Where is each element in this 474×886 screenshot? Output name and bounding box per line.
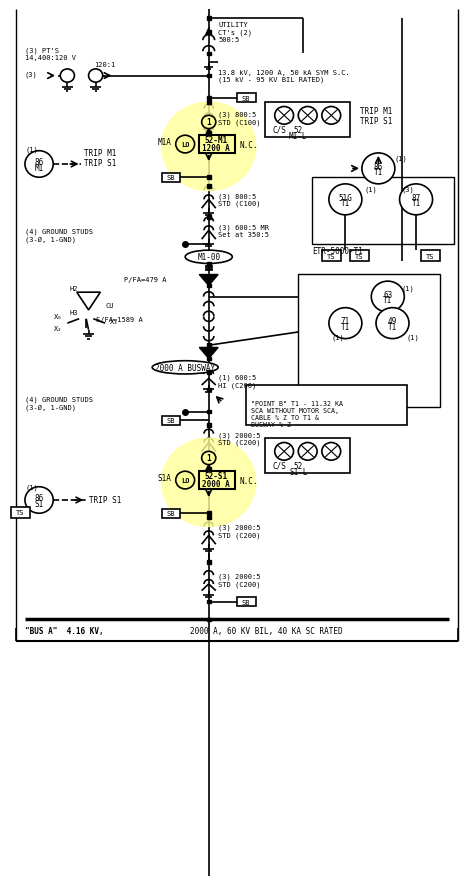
Text: M1: M1 <box>35 163 44 173</box>
Text: S/FA=1589 A: S/FA=1589 A <box>96 316 142 323</box>
Text: 1: 1 <box>206 454 211 463</box>
Text: 63: 63 <box>383 291 392 299</box>
Text: 87: 87 <box>411 193 421 202</box>
Bar <box>207 370 210 374</box>
Bar <box>207 262 210 266</box>
Text: TRIP S1: TRIP S1 <box>89 496 121 505</box>
Text: H3: H3 <box>70 310 78 315</box>
Circle shape <box>176 471 195 489</box>
Text: (1): (1) <box>331 334 344 340</box>
Bar <box>207 618 210 621</box>
Text: S1-L: S1-L <box>289 467 308 476</box>
Text: T1: T1 <box>341 198 350 207</box>
Text: N.C.: N.C. <box>239 140 258 150</box>
Circle shape <box>329 308 362 339</box>
Circle shape <box>376 308 409 339</box>
Text: (3) 2000:5
STD (C200): (3) 2000:5 STD (C200) <box>218 573 261 587</box>
Text: T1: T1 <box>383 296 392 305</box>
Text: 120:1: 120:1 <box>94 62 116 68</box>
Text: 52: 52 <box>293 126 303 135</box>
Text: 86: 86 <box>35 158 44 167</box>
Bar <box>207 185 210 189</box>
Text: (1): (1) <box>407 334 419 340</box>
Text: SB: SB <box>242 599 250 605</box>
Text: C/S: C/S <box>273 126 286 135</box>
Text: 1200 A: 1200 A <box>202 144 230 152</box>
Circle shape <box>201 452 216 465</box>
Circle shape <box>322 443 341 461</box>
Circle shape <box>400 184 433 215</box>
Bar <box>207 18 210 20</box>
Bar <box>207 52 210 56</box>
Circle shape <box>162 439 256 527</box>
Text: M1-00: M1-00 <box>197 253 220 262</box>
Bar <box>207 561 210 564</box>
Text: TS: TS <box>327 253 336 260</box>
Text: (3): (3) <box>402 186 415 192</box>
Text: TRIP M1
TRIP S1: TRIP M1 TRIP S1 <box>359 106 392 126</box>
Text: P/FA=479 A: P/FA=479 A <box>124 276 166 283</box>
Circle shape <box>60 70 74 83</box>
Text: ETR-5000-T1: ETR-5000-T1 <box>312 246 363 255</box>
Circle shape <box>176 136 195 154</box>
Text: 52-S1: 52-S1 <box>204 471 228 480</box>
Bar <box>11 507 30 518</box>
Text: 2000 A, 60 KV BIL, 40 KA SC RATED: 2000 A, 60 KV BIL, 40 KA SC RATED <box>190 626 343 635</box>
Text: (1): (1) <box>364 186 377 192</box>
Text: X₂: X₂ <box>54 325 63 331</box>
Bar <box>207 30 210 34</box>
Text: (1): (1) <box>402 285 415 291</box>
Text: T1: T1 <box>411 198 421 207</box>
Text: X₀: X₀ <box>54 315 63 320</box>
Bar <box>207 74 210 78</box>
Circle shape <box>275 107 293 125</box>
Text: C/S: C/S <box>273 462 286 470</box>
Text: (3) 600:5 MR
Set at 350:5: (3) 600:5 MR Set at 350:5 <box>218 224 269 237</box>
Text: LO: LO <box>181 142 190 148</box>
Text: 2000 A BUSWAY: 2000 A BUSWAY <box>155 363 215 372</box>
Text: UTILITY
CT's (2)
500:5: UTILITY CT's (2) 500:5 <box>218 22 252 43</box>
Bar <box>162 509 181 518</box>
Circle shape <box>25 487 53 514</box>
Text: (4) GROUND STUDS
(3-Ø, 1-GND): (4) GROUND STUDS (3-Ø, 1-GND) <box>25 229 93 243</box>
Bar <box>265 439 350 474</box>
Bar <box>207 357 210 361</box>
Text: T1: T1 <box>341 323 350 331</box>
Circle shape <box>329 184 362 215</box>
Circle shape <box>298 443 317 461</box>
Text: SB: SB <box>166 510 175 517</box>
Circle shape <box>298 107 317 125</box>
Text: 13.8 kV, 1200 A, 50 kA SYM S.C.
(15 kV - 95 KV BIL RATED): 13.8 kV, 1200 A, 50 kA SYM S.C. (15 kV -… <box>218 70 350 83</box>
Bar <box>207 410 210 414</box>
Bar <box>207 216 210 220</box>
Ellipse shape <box>152 361 218 375</box>
Text: T1: T1 <box>388 323 397 331</box>
Text: 52-M1: 52-M1 <box>204 136 228 145</box>
Bar <box>199 471 235 489</box>
Bar <box>162 416 181 425</box>
Text: TS: TS <box>16 509 25 516</box>
Text: TS: TS <box>356 253 364 260</box>
Text: N.C.: N.C. <box>239 476 258 485</box>
Bar <box>207 424 210 427</box>
Text: 86: 86 <box>35 494 44 502</box>
Bar <box>421 251 439 262</box>
Text: 2000 A: 2000 A <box>202 479 230 488</box>
Text: (4) GROUND STUDS
(3-Ø, 1-GND): (4) GROUND STUDS (3-Ø, 1-GND) <box>25 396 93 410</box>
Polygon shape <box>199 348 218 359</box>
Polygon shape <box>199 276 218 286</box>
Text: SB: SB <box>242 96 250 102</box>
Text: "POINT B" T1 - 11.32 KA
SCA WITHOUT MOTOR SCA,
CABLE % Z TO T1 &
BUSWAY % Z: "POINT B" T1 - 11.32 KA SCA WITHOUT MOTO… <box>251 401 343 428</box>
Bar <box>312 178 454 245</box>
Text: (3): (3) <box>25 71 38 77</box>
Text: (1) 600:5
HI (C200): (1) 600:5 HI (C200) <box>218 374 256 388</box>
Text: SB: SB <box>166 418 175 424</box>
Text: 86: 86 <box>374 162 383 172</box>
Text: (3) 800:5
STD (C100): (3) 800:5 STD (C100) <box>218 193 261 207</box>
Bar <box>237 94 256 103</box>
Bar <box>162 174 181 183</box>
Text: SB: SB <box>166 175 175 181</box>
Bar <box>207 600 210 603</box>
Bar <box>322 251 341 262</box>
Circle shape <box>362 154 395 184</box>
